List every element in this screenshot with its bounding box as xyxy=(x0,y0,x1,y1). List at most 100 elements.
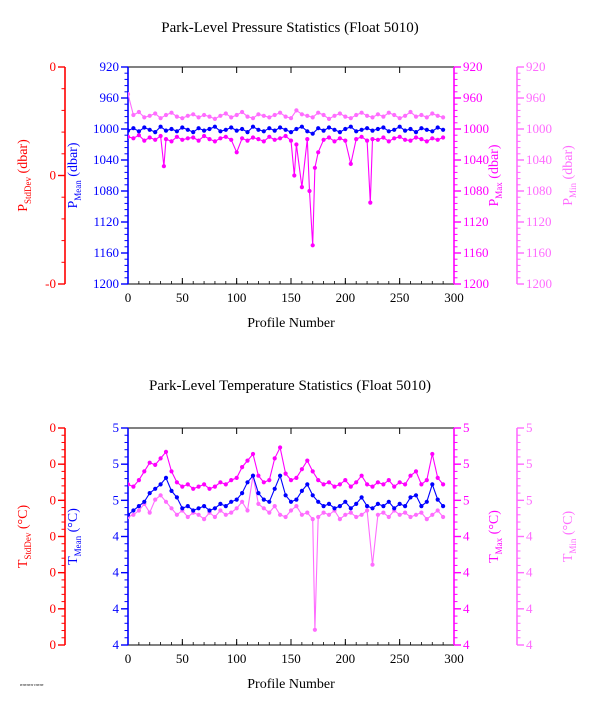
temperature-mean-point xyxy=(153,486,158,491)
pressure-max-point xyxy=(136,133,141,138)
temperature-stddev-tick-label: 0 xyxy=(50,601,57,616)
temperature-min-tick-label: 5 xyxy=(526,456,533,471)
pressure-max-point xyxy=(196,138,201,143)
temperature-min-point xyxy=(278,512,283,517)
temperature-max-point xyxy=(370,484,375,489)
pressure-min-point xyxy=(131,112,136,118)
pressure-min-point xyxy=(294,108,299,113)
pressure-max-point xyxy=(368,200,373,205)
pressure-max-point xyxy=(326,135,332,140)
pressure-min-point xyxy=(430,111,435,116)
pressure-min-point xyxy=(163,112,169,118)
temperature-min-point xyxy=(310,517,315,522)
temperature-min-point xyxy=(370,562,375,567)
temperature-max-point xyxy=(147,460,152,465)
pressure-min-point xyxy=(245,114,250,119)
temperature-x-tick-label: 100 xyxy=(227,651,247,666)
temperature-mean-tick-label: 4 xyxy=(113,601,120,616)
pressure-mean-point xyxy=(128,128,131,133)
pressure-min-tick-label: 1200 xyxy=(526,276,552,291)
pressure-mean-point xyxy=(441,127,446,132)
temperature-mean-point xyxy=(174,495,179,500)
pressure-max-point xyxy=(312,165,317,170)
temperature-max-point xyxy=(365,482,370,487)
temperature-plot-frame xyxy=(127,427,455,646)
temperature-min-point xyxy=(267,510,272,515)
pressure-mean-point xyxy=(408,126,413,132)
temperature-min-tick-label: 4 xyxy=(526,601,533,616)
temperature-min-point xyxy=(283,514,288,520)
temperature-mean-point xyxy=(365,504,370,509)
temperature-max-point xyxy=(207,486,212,491)
pressure-min-point xyxy=(283,114,288,119)
pressure-mean-point xyxy=(191,130,196,135)
temperature-max-point xyxy=(403,482,408,487)
temperature-min-tick-label: 4 xyxy=(526,565,533,580)
temperature-max-point xyxy=(343,478,348,483)
temperature-mean-point xyxy=(128,512,131,517)
pressure-mean-point xyxy=(430,129,435,134)
temperature-mean-point xyxy=(131,508,136,513)
pressure-min-point xyxy=(321,112,326,118)
temperature-min-point xyxy=(316,514,321,520)
pressure-max-point xyxy=(365,138,370,143)
temperature-max-tick-label: 4 xyxy=(463,601,470,616)
pressure-max-tick-label: 960 xyxy=(463,90,483,105)
temperature-min-point xyxy=(430,512,435,517)
pressure-mean-point xyxy=(147,127,152,132)
footer-text: rrrrrrrrrr rrrrrrr xyxy=(20,682,44,687)
temperature-stddev-axis-title: TStdDev (°C) xyxy=(16,505,33,569)
temperature-max-point xyxy=(256,473,261,478)
pressure-min-point xyxy=(185,113,190,118)
temperature-chart: Park-Level Temperature Statistics (Float… xyxy=(16,378,578,692)
temperature-stddev-tick-label: 0 xyxy=(50,565,57,580)
temperature-min-point xyxy=(136,508,141,513)
temperature-mean-point xyxy=(245,480,250,485)
temperature-mean-point xyxy=(147,491,152,496)
temperature-max-tick-label: 5 xyxy=(463,420,470,435)
temperature-min-axis-title-text: TMin (°C) xyxy=(561,510,578,562)
temperature-max-point xyxy=(131,484,136,489)
pressure-min-point xyxy=(392,112,397,118)
pressure-mean-point xyxy=(365,126,370,131)
pressure-min-point xyxy=(435,113,440,118)
pressure-x-tick-label: 300 xyxy=(444,290,464,305)
temperature-min-point xyxy=(312,627,317,632)
temperature-max-point xyxy=(419,482,424,487)
pressure-max-point xyxy=(147,135,152,140)
temperature-mean-point xyxy=(191,508,196,513)
pressure-max-point xyxy=(435,137,440,142)
temperature-x-axis-label: Profile Number xyxy=(247,677,335,692)
pressure-min-point xyxy=(128,92,131,97)
temperature-mean-point xyxy=(240,491,245,496)
temperature-mean-point xyxy=(316,499,321,504)
temperature-min-point xyxy=(343,512,348,517)
pressure-max-point xyxy=(174,134,179,139)
temperature-mean-point xyxy=(305,482,310,487)
temperature-mean-point xyxy=(180,506,185,511)
pressure-stddev-axis-title-text: PStdDev (dbar) xyxy=(16,139,33,212)
pressure-min-point xyxy=(359,110,364,115)
temperature-mean-point xyxy=(185,504,190,509)
temperature-min-point xyxy=(413,512,419,517)
temperature-min-tick-label: 5 xyxy=(526,492,533,507)
temperature-mean-point xyxy=(343,499,348,504)
pressure-min-point xyxy=(316,110,321,115)
pressure-max-point xyxy=(234,150,239,155)
pressure-mean-point xyxy=(288,130,294,135)
temperature-min-point xyxy=(153,497,158,502)
temperature-max-point xyxy=(180,484,185,489)
pressure-max-point xyxy=(278,136,283,141)
temperature-max-point xyxy=(169,469,174,474)
temperature-mean-point xyxy=(321,504,326,509)
pressure-chart-title: Park-Level Pressure Statistics (Float 50… xyxy=(161,20,418,36)
temperature-max-point xyxy=(196,484,201,489)
pressure-min-tick-label: 1040 xyxy=(526,152,552,167)
temperature-max-point xyxy=(185,482,190,487)
pressure-min-tick-label: 1120 xyxy=(526,214,552,229)
pressure-max-point xyxy=(292,173,297,178)
pressure-mean-point xyxy=(419,126,424,131)
temperature-min-point xyxy=(299,512,304,517)
pressure-mean-point xyxy=(310,131,315,136)
pressure-mean-point xyxy=(435,125,440,130)
